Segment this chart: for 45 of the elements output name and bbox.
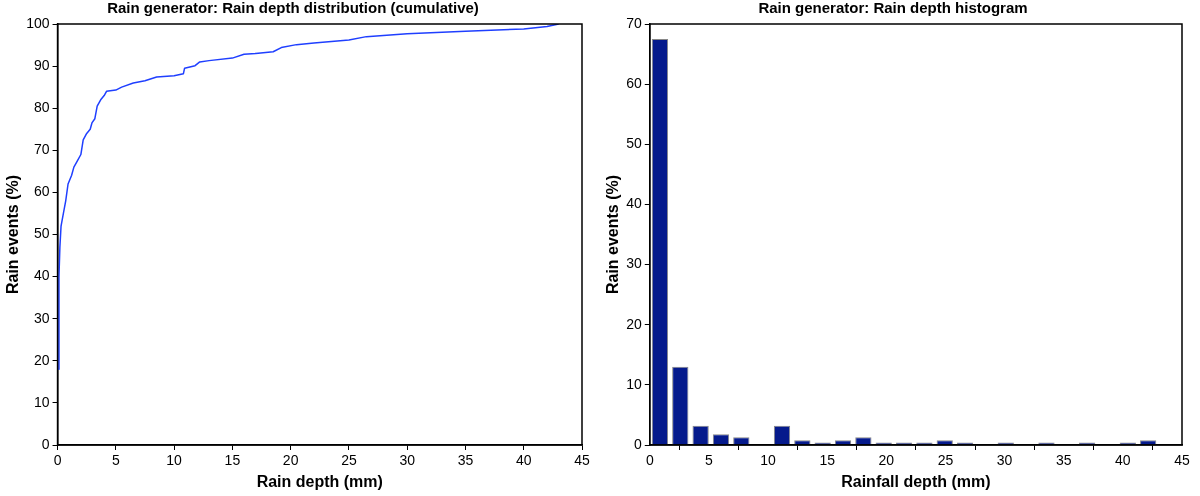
x-tick-label: 20 [282,452,299,469]
y-tick-label: 10 [33,393,50,410]
x-tick-label: 15 [224,452,241,469]
x-tick-label: 10 [166,452,183,469]
y-tick-label: 30 [33,309,50,326]
y-tick-label: 90 [33,56,50,73]
x-tick-label: 25 [341,452,357,469]
y-tick-label: 10 [626,375,642,392]
x-tick-label: 15 [819,452,836,469]
y-tick-label: 20 [33,351,50,368]
x-tick-label: 25 [937,452,954,469]
x-axis-title: Rainfall depth (mm) [841,472,991,490]
y-axis-title: Rain events (%) [604,174,622,295]
x-tick-label: 5 [111,452,120,469]
x-tick-label: 5 [705,452,714,469]
x-tick-label: 30 [996,452,1013,469]
y-tick-label: 70 [33,141,50,158]
x-tick-label: 40 [1115,452,1131,469]
y-tick-label: 0 [633,435,642,452]
x-tick-label: 35 [1055,452,1072,469]
y-tick-label: 60 [626,75,642,91]
x-tick-label: 40 [515,452,532,469]
y-tick-label: 20 [626,315,642,332]
x-tick-label: 10 [760,452,777,469]
y-tick-label: 40 [33,267,50,284]
y-tick-label: 0 [41,435,50,452]
chart-title: Rain generator: Rain depth histogram [758,0,1028,17]
chart-title: Rain generator: Rain depth distribution (cumulative) [107,0,479,17]
y-tick-label: 80 [33,99,50,116]
y-tick-label: 100 [26,14,50,31]
x-tick-label: 0 [645,452,654,469]
x-tick-label: 45 [574,452,590,469]
x-tick-label: 0 [53,452,62,469]
y-tick-label: 40 [626,195,642,212]
x-tick-label: 20 [878,452,895,469]
y-tick-label: 70 [626,14,642,31]
y-tick-label: 30 [626,255,642,272]
y-tick-label: 50 [33,225,50,242]
x-tick-label: 45 [1174,452,1190,469]
y-tick-label: 50 [626,135,642,152]
y-axis-title: Rain events (%) [4,174,22,295]
x-tick-label: 30 [399,452,416,469]
x-axis-title: Rain depth (mm) [256,472,383,490]
x-tick-label: 35 [457,452,474,469]
y-tick-label: 60 [33,183,50,200]
